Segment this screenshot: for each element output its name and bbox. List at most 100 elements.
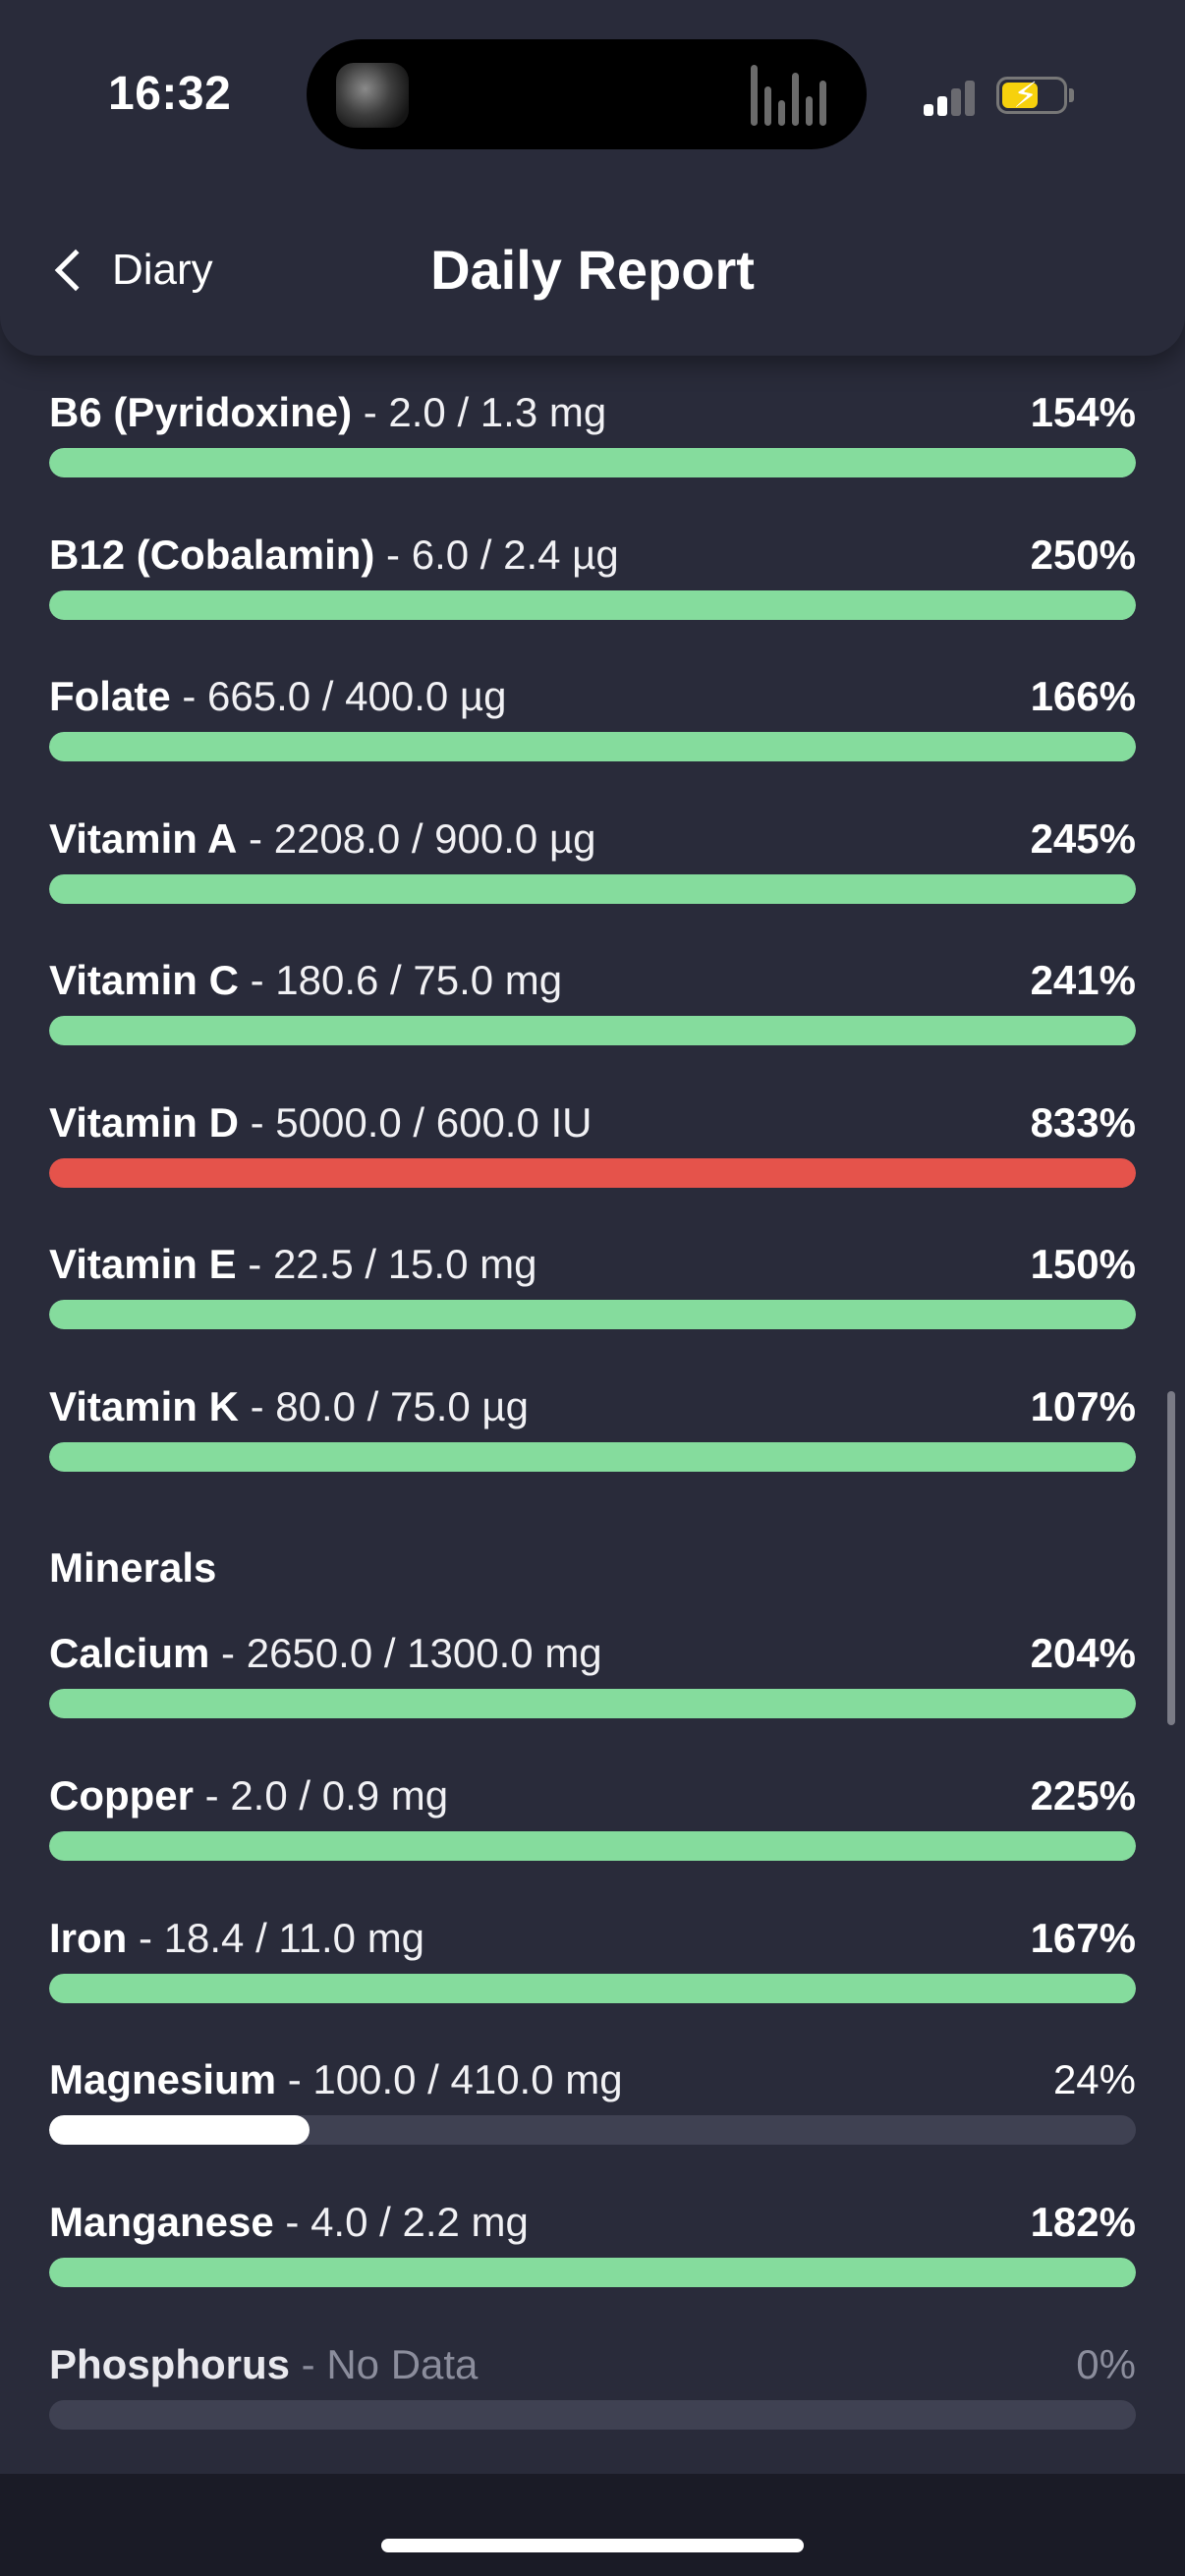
progress-bar-fill — [49, 2115, 310, 2145]
nutrient-row[interactable]: B12 (Cobalamin) - 6.0 / 2.4 µg 250% — [49, 528, 1136, 626]
nutrient-row[interactable]: Vitamin E - 22.5 / 15.0 mg 150% — [49, 1237, 1136, 1335]
nutrient-name: Folate — [49, 673, 171, 719]
page-title: Daily Report — [430, 239, 755, 301]
nutrient-row[interactable]: Folate - 665.0 / 400.0 µg 166% — [49, 669, 1136, 767]
nutrient-label: Iron - 18.4 / 11.0 mg — [49, 1915, 424, 1962]
nutrient-percent: 150% — [1030, 1241, 1136, 1287]
nutrient-label: B6 (Pyridoxine) - 2.0 / 1.3 mg — [49, 389, 606, 436]
progress-bar-fill — [49, 2258, 1136, 2287]
media-thumbnail — [336, 63, 409, 128]
nutrient-amount: - 100.0 / 410.0 mg — [276, 2056, 623, 2102]
nutrient-amount: - 6.0 / 2.4 µg — [374, 532, 619, 578]
nutrient-row[interactable]: Magnesium - 100.0 / 410.0 mg 24% — [49, 2052, 1136, 2151]
progress-bar-fill — [49, 1016, 1136, 1045]
nutrient-row[interactable]: Calcium - 2650.0 / 1300.0 mg 204% — [49, 1626, 1136, 1724]
nutrient-row[interactable]: Manganese - 4.0 / 2.2 mg 182% — [49, 2195, 1136, 2293]
nutrient-percent: 182% — [1030, 2199, 1136, 2245]
nutrient-row-header: Folate - 665.0 / 400.0 µg 166% — [49, 669, 1136, 724]
progress-bar-fill — [49, 1689, 1136, 1718]
nutrient-name: Vitamin K — [49, 1383, 239, 1429]
progress-bar-track — [49, 2115, 1136, 2145]
nutrient-amount: - 18.4 / 11.0 mg — [127, 1915, 425, 1961]
progress-bar-fill — [49, 1300, 1136, 1329]
nutrient-amount: - 2208.0 / 900.0 µg — [237, 815, 596, 862]
nutrient-row-header: Vitamin A - 2208.0 / 900.0 µg 245% — [49, 812, 1136, 867]
nutrient-percent: 0% — [1076, 2341, 1136, 2387]
nutrient-row[interactable]: Vitamin C - 180.6 / 75.0 mg 241% — [49, 953, 1136, 1051]
nutrient-label: Manganese - 4.0 / 2.2 mg — [49, 2199, 529, 2246]
bottom-safe-area — [0, 2474, 1185, 2576]
progress-bar-track — [49, 1831, 1136, 1861]
progress-bar-track — [49, 590, 1136, 620]
nutrient-row[interactable]: B6 (Pyridoxine) - 2.0 / 1.3 mg 154% — [49, 385, 1136, 483]
nutrient-row[interactable]: Vitamin A - 2208.0 / 900.0 µg 245% — [49, 812, 1136, 910]
nutrient-name: B12 (Cobalamin) — [49, 532, 375, 578]
progress-bar-fill — [49, 1158, 1136, 1188]
nutrient-percent: 166% — [1030, 673, 1136, 719]
nutrient-label: Phosphorus - No Data — [49, 2341, 478, 2388]
nutrient-row[interactable]: Iron - 18.4 / 11.0 mg 167% — [49, 1911, 1136, 2009]
nutrient-amount: - 2.0 / 0.9 mg — [194, 1772, 449, 1819]
back-button[interactable]: Diary — [47, 236, 213, 305]
progress-bar-track — [49, 448, 1136, 477]
nutrient-label: Copper - 2.0 / 0.9 mg — [49, 1772, 448, 1820]
progress-bar-fill — [49, 448, 1136, 477]
nutrient-percent: 107% — [1030, 1383, 1136, 1429]
nutrient-amount: - 4.0 / 2.2 mg — [273, 2199, 529, 2245]
progress-bar-track — [49, 874, 1136, 904]
progress-bar-fill — [49, 1442, 1136, 1472]
nutrient-percent: 167% — [1030, 1915, 1136, 1961]
nutrient-row[interactable]: Vitamin D - 5000.0 / 600.0 IU 833% — [49, 1095, 1136, 1194]
progress-bar-fill — [49, 590, 1136, 620]
nutrient-amount: - No Data — [290, 2341, 479, 2387]
progress-bar-track — [49, 1974, 1136, 2003]
nutrient-row-header: Vitamin K - 80.0 / 75.0 µg 107% — [49, 1379, 1136, 1434]
nutrient-row-header: Calcium - 2650.0 / 1300.0 mg 204% — [49, 1626, 1136, 1681]
nutrient-name: Magnesium — [49, 2056, 277, 2102]
nutrient-row-header: B12 (Cobalamin) - 6.0 / 2.4 µg 250% — [49, 528, 1136, 583]
dynamic-island[interactable] — [307, 39, 867, 149]
status-time: 16:32 — [108, 68, 232, 120]
nutrient-label: Vitamin D - 5000.0 / 600.0 IU — [49, 1099, 592, 1147]
back-button-label: Diary — [112, 246, 213, 294]
nutrient-percent: 833% — [1030, 1099, 1136, 1146]
nutrient-row[interactable]: Copper - 2.0 / 0.9 mg 225% — [49, 1768, 1136, 1867]
nutrient-row-header: Manganese - 4.0 / 2.2 mg 182% — [49, 2195, 1136, 2250]
nutrient-amount: - 2650.0 / 1300.0 mg — [209, 1630, 602, 1676]
audio-waveform-icon — [751, 65, 839, 126]
nutrient-row-header: B6 (Pyridoxine) - 2.0 / 1.3 mg 154% — [49, 385, 1136, 440]
progress-bar-track — [49, 1016, 1136, 1045]
nutrient-amount: - 22.5 / 15.0 mg — [236, 1241, 537, 1287]
progress-bar-track — [49, 1442, 1136, 1472]
nutrient-row-header: Phosphorus - No Data 0% — [49, 2337, 1136, 2392]
progress-bar-track — [49, 1300, 1136, 1329]
home-indicator[interactable] — [381, 2539, 804, 2552]
progress-bar-fill — [49, 874, 1136, 904]
nutrient-percent: 154% — [1030, 389, 1136, 435]
progress-bar-track — [49, 1158, 1136, 1188]
nutrient-name: Phosphorus — [49, 2341, 291, 2387]
battery-charging-icon: ⚡ — [996, 77, 1067, 114]
nutrient-percent: 204% — [1030, 1630, 1136, 1676]
progress-bar-track — [49, 2400, 1136, 2430]
section-title-minerals: Minerals — [49, 1544, 217, 1591]
scrollbar[interactable] — [1167, 1391, 1175, 1725]
nutrient-row[interactable]: Phosphorus - No Data 0% — [49, 2337, 1136, 2436]
nutrient-label: Vitamin K - 80.0 / 75.0 µg — [49, 1383, 529, 1430]
nutrient-row-header: Iron - 18.4 / 11.0 mg 167% — [49, 1911, 1136, 1966]
nutrient-percent: 241% — [1030, 957, 1136, 1003]
nutrient-amount: - 665.0 / 400.0 µg — [170, 673, 507, 719]
nutrient-name: Iron — [49, 1915, 128, 1961]
progress-bar-fill — [49, 1974, 1136, 2003]
nutrient-row-header: Magnesium - 100.0 / 410.0 mg 24% — [49, 2052, 1136, 2107]
nutrient-label: Vitamin E - 22.5 / 15.0 mg — [49, 1241, 536, 1288]
nutrient-row-header: Vitamin E - 22.5 / 15.0 mg 150% — [49, 1237, 1136, 1292]
nutrient-name: Vitamin D — [49, 1099, 239, 1146]
nutrient-name: Copper — [49, 1772, 194, 1819]
nutrient-name: Vitamin C — [49, 957, 239, 1003]
nutrient-amount: - 2.0 / 1.3 mg — [352, 389, 607, 435]
nutrient-label: B12 (Cobalamin) - 6.0 / 2.4 µg — [49, 532, 619, 579]
nutrient-row-header: Vitamin C - 180.6 / 75.0 mg 241% — [49, 953, 1136, 1008]
nutrient-row[interactable]: Vitamin K - 80.0 / 75.0 µg 107% — [49, 1379, 1136, 1478]
nutrient-label: Vitamin C - 180.6 / 75.0 mg — [49, 957, 562, 1004]
